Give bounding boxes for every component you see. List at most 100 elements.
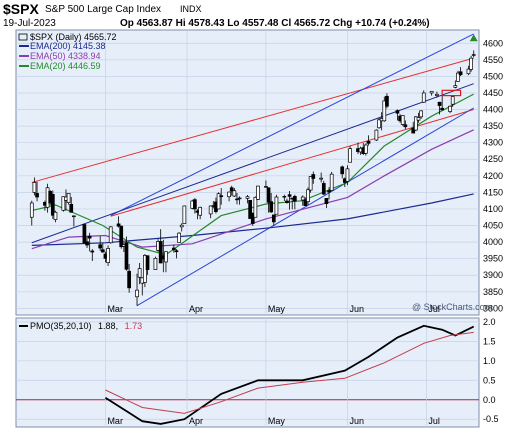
candle-body (145, 255, 150, 270)
price-x-tick-label: Jun (349, 304, 364, 314)
candle-body (171, 247, 176, 251)
price-tick-label: 3950 (483, 254, 503, 264)
legend-swatch-price (18, 33, 28, 41)
candle-body (327, 190, 331, 193)
pmo-line-signal (105, 331, 474, 414)
candle-body (235, 198, 239, 201)
candle-body (216, 193, 221, 210)
ema-line-ema20 (31, 93, 474, 256)
candle-body (271, 214, 276, 223)
candle-body (414, 116, 418, 131)
candle-body (106, 248, 110, 263)
price-tick-label: 4600 (483, 38, 503, 48)
candle-body (403, 124, 408, 128)
candle-body (274, 196, 279, 215)
candle-body (329, 173, 334, 191)
candle-body (108, 226, 113, 244)
candle-body (469, 57, 473, 70)
price-tick-label: 3800 (483, 303, 503, 313)
pmo-legend-value1: 1.88, (98, 321, 118, 331)
candle-body (193, 199, 197, 210)
candle-body (232, 190, 237, 197)
candle-body (124, 242, 129, 270)
candle-body (382, 100, 387, 122)
candle-body (119, 225, 124, 248)
price-tick-label: 4000 (483, 237, 503, 247)
ema-line-ema200 (31, 193, 474, 246)
pmo-legend: PMO(35,20,10) 1.88, 1.73 (19, 321, 142, 331)
price-x-tick-label: Mar (107, 304, 123, 314)
candle-body (158, 241, 163, 264)
candle-body (300, 196, 305, 201)
candle-body (385, 95, 389, 107)
price-panel: 3800 3850 3900 3950 4000 4050 4100 4150 4200 4250… (15, 29, 503, 316)
candle-body (174, 250, 179, 253)
candle-body (100, 249, 105, 253)
legend-ema200: EMA(200) 4145.38 (30, 41, 106, 51)
candle-body (285, 200, 289, 204)
pmo-tick-label: 0.0 (483, 395, 496, 405)
price-tick-label: 3850 (483, 287, 503, 297)
pmo-x-axis: Mar Apr May Jun Jul (107, 416, 439, 426)
candle-body (293, 196, 297, 202)
price-tick-label: 4100 (483, 204, 503, 214)
candle-body (471, 54, 476, 56)
pmo-tick-label: 0.5 (483, 375, 496, 385)
pmo-tick-label: 1.5 (483, 336, 496, 346)
pmo-x-tick-label: Mar (107, 416, 123, 426)
ticker-symbol: $SPX (3, 1, 39, 17)
pmo-tick-label: 2.0 (483, 317, 496, 327)
candle-body (182, 205, 187, 224)
candle-body (421, 92, 426, 103)
candle-body (435, 93, 439, 96)
candle-body (308, 176, 313, 191)
candle-body (256, 185, 260, 200)
pmo-legend-label: PMO(35,20,10) 1.88, 1.73 (30, 321, 142, 331)
candle-body (456, 72, 460, 82)
trendline-upper-red-channel (31, 57, 474, 183)
candle-body (324, 197, 329, 205)
candle-body (164, 251, 168, 263)
watermark: @ StockCharts.com (412, 302, 492, 312)
price-tick-label: 4050 (483, 221, 503, 231)
candle-body (416, 117, 421, 121)
legend-ema50: EMA(50) 4338.94 (30, 51, 101, 61)
candle-body (87, 235, 92, 239)
trendline-blue-support-flat (31, 83, 474, 244)
candle-body (69, 203, 74, 213)
candle-body (198, 206, 202, 216)
price-x-tick-label: Apr (189, 304, 203, 314)
index-name: S&P 500 Large Cap Index (45, 4, 161, 15)
candle-body (340, 166, 345, 175)
candles (29, 50, 476, 306)
price-tick-label: 4550 (483, 55, 503, 65)
candle-body (437, 101, 442, 106)
pmo-axis: -0.5 0.0 0.5 1.0 1.5 2.0 (483, 317, 499, 424)
candle-body (377, 119, 381, 129)
price-panel-background (15, 29, 480, 316)
candle-body (250, 212, 255, 224)
pmo-x-tick-label: May (268, 416, 286, 426)
candle-body (50, 194, 55, 216)
price-tick-label: 4400 (483, 105, 503, 115)
candle-body (116, 223, 121, 227)
candle-body (253, 197, 258, 218)
quote-line: Op 4563.87 Hi 4578.43 Lo 4557.48 Cl 4565… (120, 18, 430, 29)
candle-body (466, 68, 471, 75)
trendline-blue-channel-upper (110, 33, 474, 217)
legend-ema20: EMA(20) 4446.59 (30, 61, 101, 71)
price-x-tick-label: Jul (428, 304, 440, 314)
price-tick-label: 4200 (483, 171, 503, 181)
candle-body (440, 107, 445, 111)
candle-body (345, 168, 350, 182)
candle-body (72, 215, 76, 218)
candle-body (66, 193, 71, 204)
pmo-x-tick-label: Jun (349, 416, 364, 426)
candle-body (245, 196, 250, 199)
candle-body (453, 85, 458, 88)
candle-body (303, 199, 308, 206)
pmo-panel: -0.5 0.0 0.5 1.0 1.5 2.0 Mar Apr May Jun Jul PMO(… (15, 317, 499, 428)
pmo-tick-label: -0.5 (483, 414, 499, 424)
price-tick-label: 4450 (483, 88, 503, 98)
